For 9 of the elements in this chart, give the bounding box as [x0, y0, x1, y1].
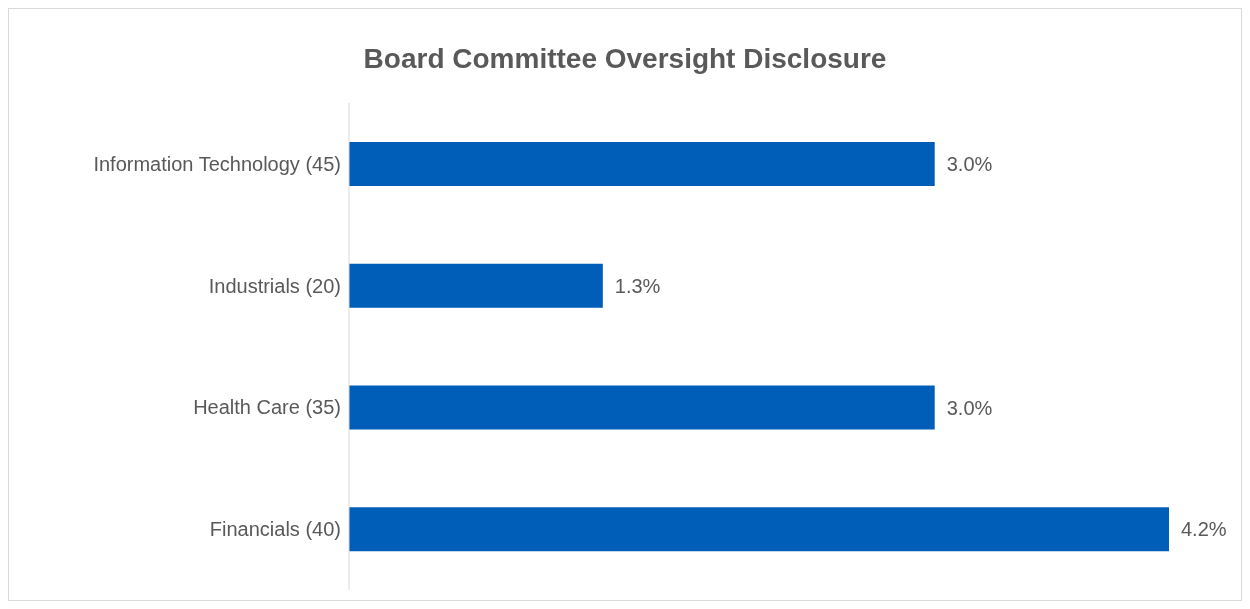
data-label: 4.2% [1181, 518, 1227, 541]
data-label: 3.0% [946, 396, 993, 419]
data-label: 3.0% [946, 153, 993, 176]
chart-title: Board Committee Oversight Disclosure [362, 42, 888, 76]
y-tick-label: Health Care (35) [193, 396, 341, 419]
y-tick-label: Industrials (20) [208, 274, 341, 297]
data-label: 1.3% [614, 274, 661, 297]
y-tick-label: Financials (40) [209, 518, 341, 541]
y-tick-label: Information Technology (45) [93, 152, 341, 175]
